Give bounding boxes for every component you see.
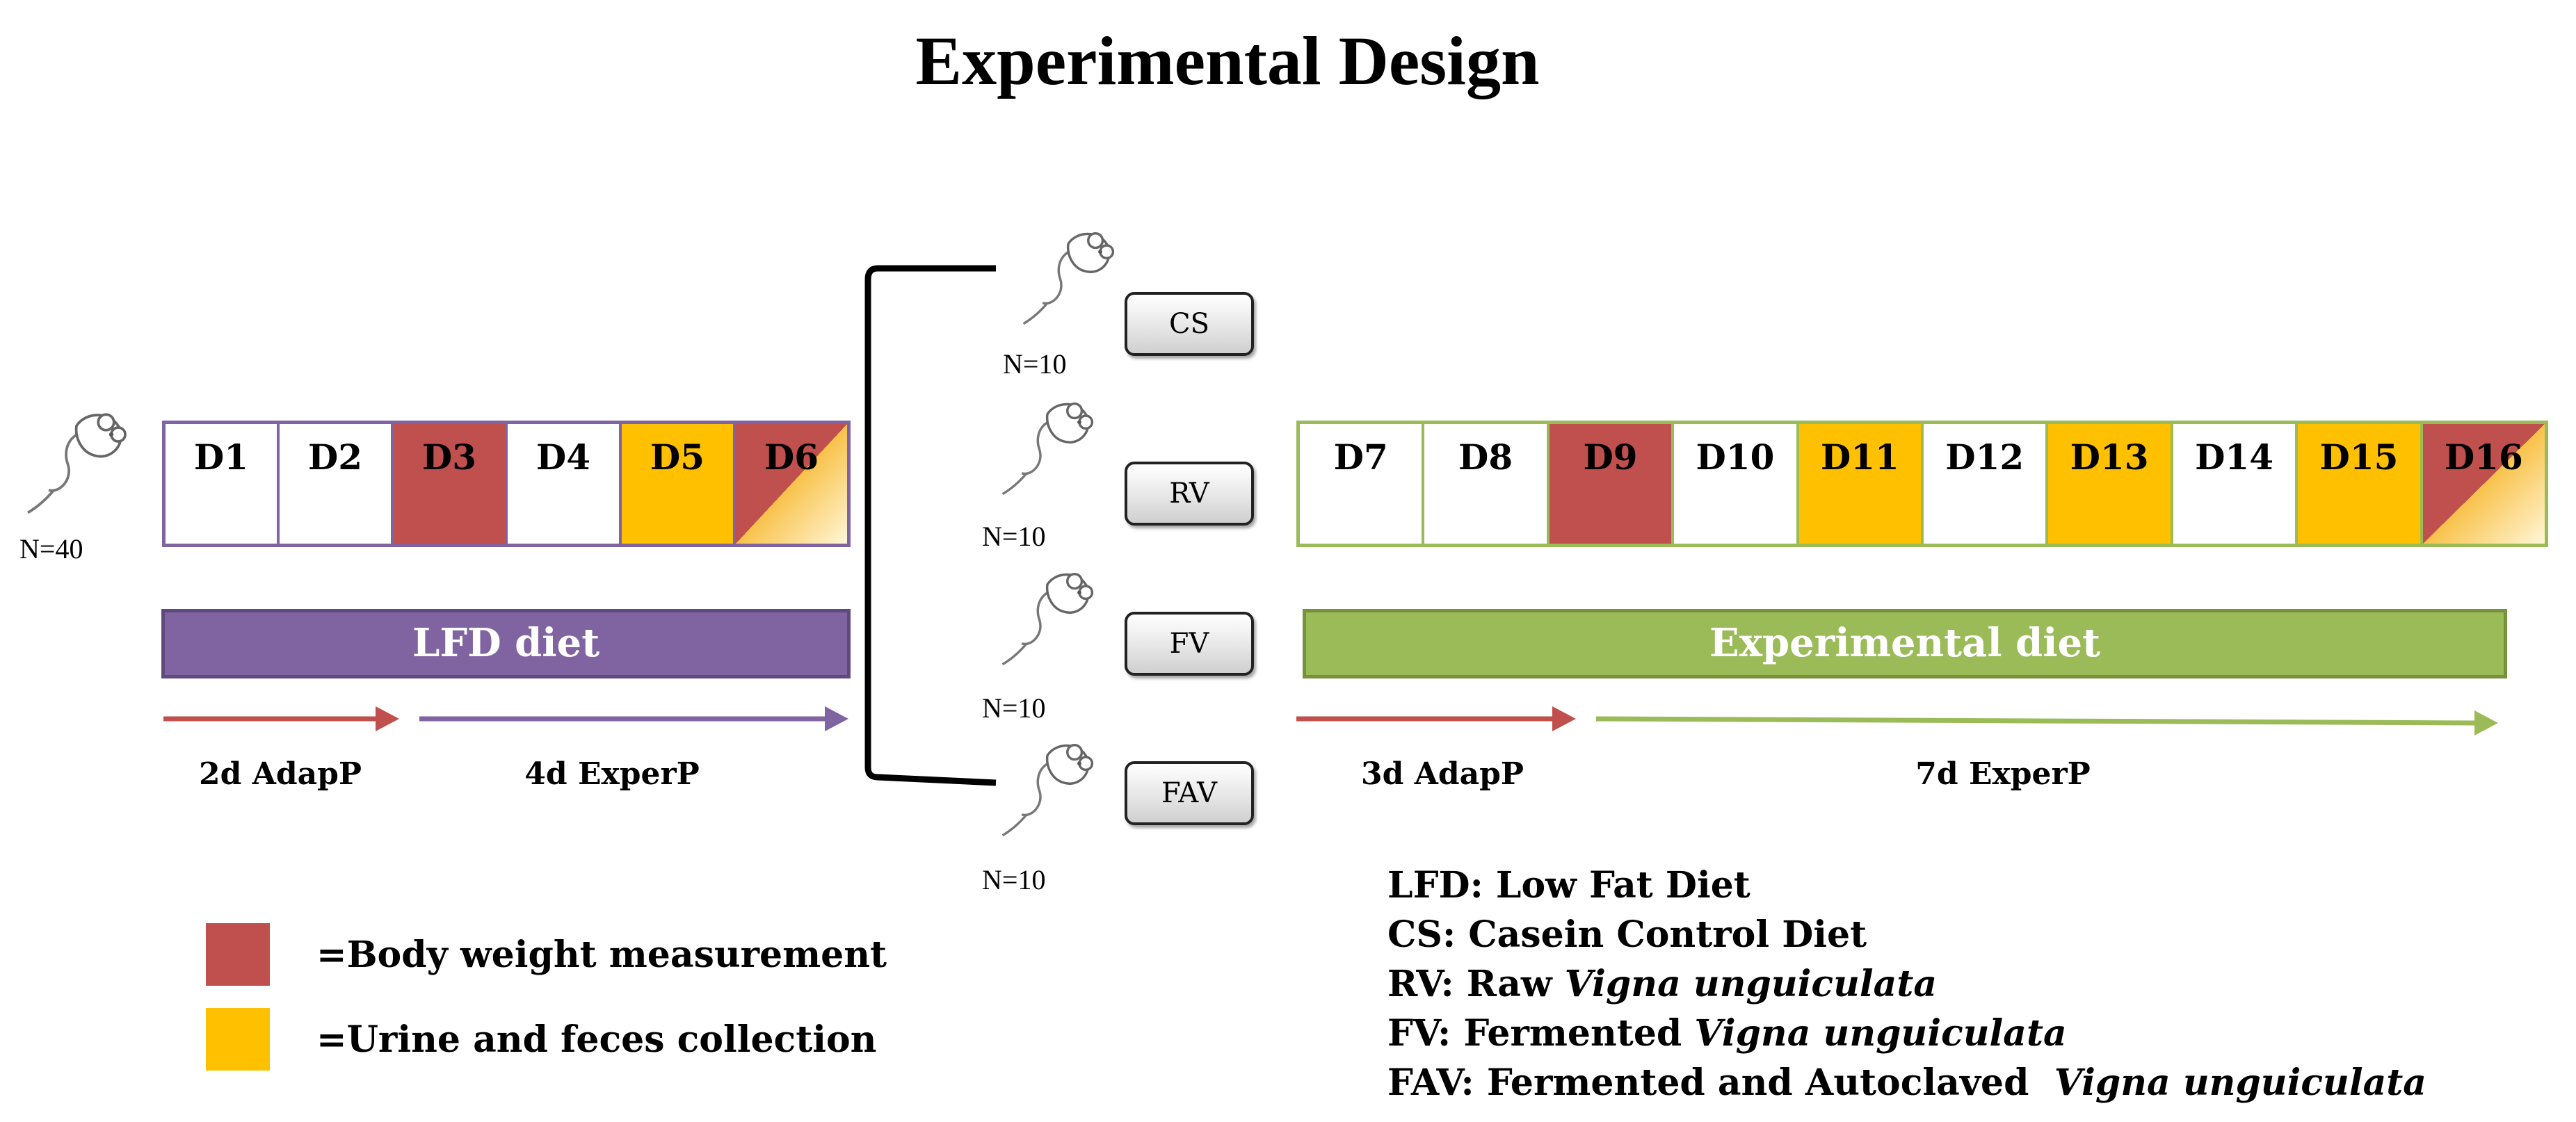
legend-body-weight-text: =Body weight measurement — [316, 934, 887, 976]
abbreviation-item: LFD: Low Fat Diet — [1387, 864, 1750, 906]
legend-collection-text: =Urine and feces collection — [316, 1018, 877, 1061]
phase1-adaptation-label: 2d AdapP — [199, 756, 362, 792]
phase2-adaptation-arrow — [1296, 706, 1576, 731]
mouse-icon — [1001, 573, 1094, 666]
day-cell: D13 — [2045, 424, 2171, 544]
group-n-label: N=10 — [982, 692, 1046, 724]
abbreviation-list: LFD: Low Fat Diet CS: Casein Control Die… — [1387, 861, 2426, 1107]
day-cell: D1 — [166, 424, 277, 544]
abbreviation-item: CS: Casein Control Diet — [1387, 913, 1867, 956]
group-fav-button: FAV — [1125, 761, 1254, 825]
mouse-icon — [1022, 232, 1115, 325]
phase2-adaptation-label: 3d AdapP — [1361, 756, 1524, 792]
group-rv-button: RV — [1125, 462, 1254, 526]
legend-body-weight-swatch — [206, 923, 270, 986]
phase1-experimental-arrow — [419, 706, 848, 731]
mouse-icon — [26, 413, 127, 514]
day-cell: D12 — [1921, 424, 2046, 544]
group-split-bracket — [864, 265, 997, 786]
population-label: N=40 — [19, 533, 83, 564]
lfd-diet-bar: LFD diet — [161, 609, 851, 678]
day-cell: D9 — [1546, 424, 1672, 544]
day-cell: D3 — [391, 424, 505, 544]
abbreviation-item: FV: Fermented Vigna unguiculata — [1387, 1012, 2067, 1055]
group-fv-button: FV — [1125, 612, 1254, 676]
phase2-day-strip: D7 D8 D9 D10 D11 D12 D13 D14 D15 D16 — [1296, 421, 2548, 547]
day-cell: D7 — [1300, 424, 1422, 544]
day-cell: D10 — [1671, 424, 1796, 544]
experimental-diet-bar: Experimental diet — [1303, 609, 2507, 678]
mouse-icon — [1001, 744, 1094, 837]
day-cell: D6 — [733, 424, 847, 544]
phase2-experimental-arrow — [1595, 710, 2498, 735]
abbreviation-item: FAV: Fermented and Autoclaved Vigna ungu… — [1387, 1062, 2426, 1104]
day-cell: D15 — [2295, 424, 2420, 544]
phase2-experimental-label: 7d ExperP — [1915, 756, 2091, 792]
abbreviation-item: RV: Raw Vigna unguiculata — [1387, 963, 1938, 1005]
day-cell: D5 — [619, 424, 733, 544]
day-cell: D16 — [2420, 424, 2545, 544]
diagram-title: Experimental Design — [915, 22, 1540, 99]
day-cell: D14 — [2170, 424, 2296, 544]
phase1-experimental-label: 4d ExperP — [524, 756, 700, 792]
group-n-label: N=10 — [982, 864, 1046, 895]
day-cell: D8 — [1422, 424, 1547, 544]
mouse-icon — [1001, 403, 1094, 496]
group-n-label: N=10 — [982, 521, 1046, 552]
group-cs-button: CS — [1125, 292, 1254, 356]
group-n-label: N=10 — [1003, 348, 1067, 380]
phase1-adaptation-arrow — [163, 706, 399, 731]
day-cell: D2 — [277, 424, 391, 544]
day-cell: D11 — [1796, 424, 1922, 544]
day-cell: D4 — [505, 424, 619, 544]
legend-collection-swatch — [206, 1008, 270, 1071]
phase1-day-strip: D1 D2 D3 D4 D5 D6 — [162, 421, 851, 547]
